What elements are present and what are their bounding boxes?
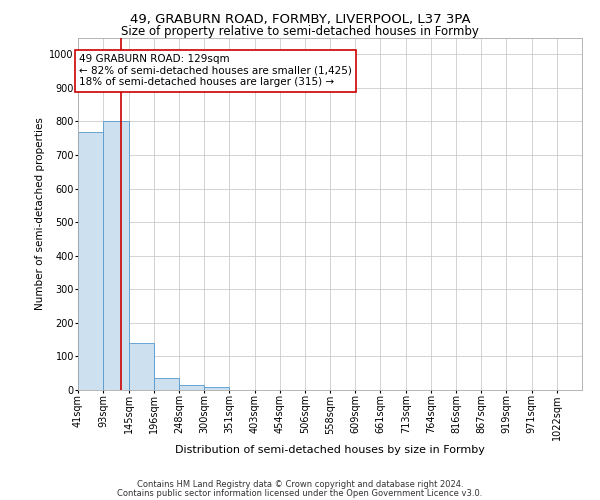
Text: 49 GRABURN ROAD: 129sqm
← 82% of semi-detached houses are smaller (1,425)
18% of: 49 GRABURN ROAD: 129sqm ← 82% of semi-de…: [79, 54, 352, 88]
Text: Size of property relative to semi-detached houses in Formby: Size of property relative to semi-detach…: [121, 25, 479, 38]
Text: 49, GRABURN ROAD, FORMBY, LIVERPOOL, L37 3PA: 49, GRABURN ROAD, FORMBY, LIVERPOOL, L37…: [130, 12, 470, 26]
Bar: [205, 388, 229, 390]
Text: Contains HM Land Registry data © Crown copyright and database right 2024.: Contains HM Land Registry data © Crown c…: [137, 480, 463, 489]
Text: Contains public sector information licensed under the Open Government Licence v3: Contains public sector information licen…: [118, 488, 482, 498]
Y-axis label: Number of semi-detached properties: Number of semi-detached properties: [35, 118, 45, 310]
Bar: [179, 385, 205, 390]
Bar: [78, 132, 103, 390]
Bar: [154, 378, 179, 390]
Bar: [129, 343, 154, 390]
X-axis label: Distribution of semi-detached houses by size in Formby: Distribution of semi-detached houses by …: [175, 445, 485, 455]
Bar: [103, 122, 129, 390]
